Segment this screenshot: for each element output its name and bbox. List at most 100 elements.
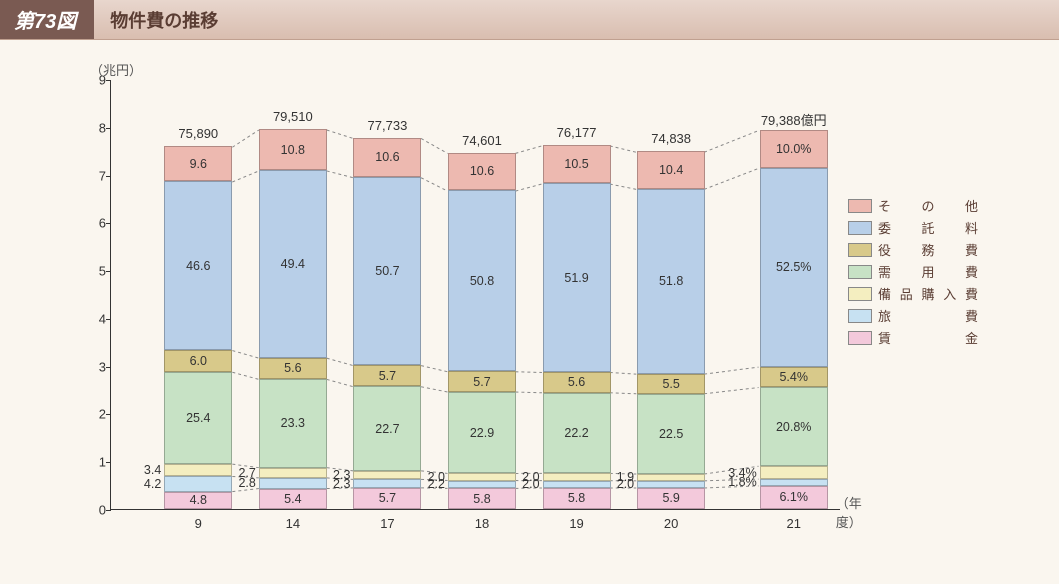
figure-number-badge: 第73図 [0, 0, 94, 39]
legend-swatch [848, 265, 872, 279]
legend-label: 委託料 [878, 218, 978, 237]
bar-segment-juyohi: 25.4 [164, 372, 232, 464]
stacked-bar: 79,5105.42.82.723.35.649.410.8 [259, 129, 327, 509]
stacked-bar: 75,8904.84.23.425.46.046.69.6 [164, 146, 232, 509]
bar-segment-ryohi: 1.8% [760, 479, 828, 486]
bar-segment-chingin: 5.9 [637, 488, 705, 509]
legend-label: 旅費 [878, 306, 978, 325]
legend-swatch [848, 309, 872, 323]
legend-item-ryohi: 旅費 [848, 306, 978, 325]
bar-segment-label-out: 3.4% [728, 466, 757, 480]
bar-segment-bihin: 2.0 [543, 473, 611, 480]
legend-label: 役務費 [878, 240, 978, 259]
bar-segment-sonota: 10.6 [353, 138, 421, 177]
ytick-label: 3 [81, 359, 106, 374]
xtick-label: 19 [569, 516, 583, 531]
stacked-bar: 74,6015.82.22.022.95.750.810.6 [448, 153, 516, 509]
bar-segment-itaku: 50.8 [448, 190, 516, 371]
ytick-mark [106, 367, 111, 368]
bar-segment-label-out: 2.7 [238, 466, 255, 480]
bar-segment-bihin: 2.0 [448, 473, 516, 480]
ytick-label: 6 [81, 216, 106, 231]
bar-segment-ryohi: 2.2 [448, 481, 516, 489]
bar-segment-sonota: 10.5 [543, 145, 611, 183]
ytick-label: 7 [81, 168, 106, 183]
bar-segment-ekimu: 5.6 [259, 358, 327, 379]
legend-item-sonota: その他 [848, 196, 978, 215]
ytick-mark [106, 462, 111, 463]
bar-segment-bihin: 3.4% [760, 466, 828, 479]
bar-segment-sonota: 10.8 [259, 129, 327, 170]
bar-segment-label-out: 2.3 [333, 468, 350, 482]
ytick-label: 1 [81, 455, 106, 470]
bar-total-label: 76,177 [543, 125, 611, 140]
ytick-mark [106, 414, 111, 415]
figure-header: 第73図 物件費の推移 [0, 0, 1059, 40]
xtick-label: 14 [286, 516, 300, 531]
bar-total-label: 74,838 [637, 131, 705, 146]
bar-segment-itaku: 52.5% [760, 168, 828, 367]
ytick-mark [106, 128, 111, 129]
ytick-label: 0 [81, 503, 106, 518]
bar-total-label: 79,510 [259, 109, 327, 124]
bar-segment-ryohi: 4.2 [164, 476, 232, 491]
bar-segment-ekimu: 5.4% [760, 367, 828, 387]
bar-segment-itaku: 51.9 [543, 183, 611, 372]
xtick-label: 17 [380, 516, 394, 531]
ytick-label: 9 [81, 73, 106, 88]
bar-segment-bihin: 2.3 [353, 471, 421, 480]
bar-segment-ekimu: 5.6 [543, 372, 611, 392]
xtick-label: 9 [195, 516, 202, 531]
xtick-label: 20 [664, 516, 678, 531]
ytick-mark [106, 80, 111, 81]
bar-total-label: 77,733 [353, 118, 421, 133]
ytick-mark [106, 510, 111, 511]
legend-label: 賃金 [878, 328, 978, 347]
legend-item-chingin: 賃金 [848, 328, 978, 347]
bar-segment-juyohi: 22.5 [637, 394, 705, 474]
bar-segment-ekimu: 5.7 [448, 371, 516, 391]
bar-segment-sonota: 10.0% [760, 130, 828, 168]
bar-segment-itaku: 46.6 [164, 181, 232, 350]
bar-segment-juyohi: 22.9 [448, 392, 516, 474]
ytick-mark [106, 223, 111, 224]
stacked-bar: 76,1775.82.02.022.25.651.910.5 [543, 145, 611, 509]
legend-item-juyohi: 需用費 [848, 262, 978, 281]
bar-segment-ekimu: 6.0 [164, 350, 232, 372]
legend-item-itaku: 委託料 [848, 218, 978, 237]
bar-segment-label-out: 2.0 [522, 470, 539, 484]
bar-segment-ekimu: 5.7 [353, 365, 421, 386]
bar-segment-label-out: 4.2 [144, 477, 161, 491]
legend-label: その他 [878, 196, 978, 215]
legend-item-bihin: 備品購入費 [848, 284, 978, 303]
legend-swatch [848, 331, 872, 345]
ytick-mark [106, 319, 111, 320]
bar-segment-label-out: 1.9 [617, 470, 634, 484]
plot-region: 0123456789975,8904.84.23.425.46.046.69.6… [110, 80, 840, 510]
xtick-label: 18 [475, 516, 489, 531]
legend-swatch [848, 199, 872, 213]
bar-segment-ryohi: 2.0 [637, 481, 705, 488]
bar-segment-ryohi: 2.8 [259, 478, 327, 489]
bar-segment-chingin: 5.8 [448, 488, 516, 509]
bar-segment-label-out: 2.0 [428, 470, 445, 484]
bar-segment-chingin: 6.1% [760, 486, 828, 509]
legend-label: 需用費 [878, 262, 978, 281]
legend-label: 備品購入費 [878, 284, 978, 303]
bar-total-label: 75,890 [164, 126, 232, 141]
bar-segment-sonota: 9.6 [164, 146, 232, 181]
ytick-label: 5 [81, 264, 106, 279]
legend-swatch [848, 221, 872, 235]
figure-container: 第73図 物件費の推移 （兆円） 0123456789975,8904.84.2… [0, 0, 1059, 584]
ytick-mark [106, 271, 111, 272]
bar-segment-itaku: 49.4 [259, 170, 327, 358]
bar-segment-bihin: 3.4 [164, 464, 232, 476]
bar-segment-ryohi: 2.3 [353, 479, 421, 488]
bar-total-label: 79,388億円 [760, 110, 828, 129]
ytick-mark [106, 176, 111, 177]
stacked-bar: 77,7335.72.32.322.75.750.710.6 [353, 138, 421, 509]
legend-swatch [848, 243, 872, 257]
xaxis-title: （年度） [836, 493, 862, 531]
bar-segment-ryohi: 2.0 [543, 481, 611, 488]
legend-swatch [848, 287, 872, 301]
